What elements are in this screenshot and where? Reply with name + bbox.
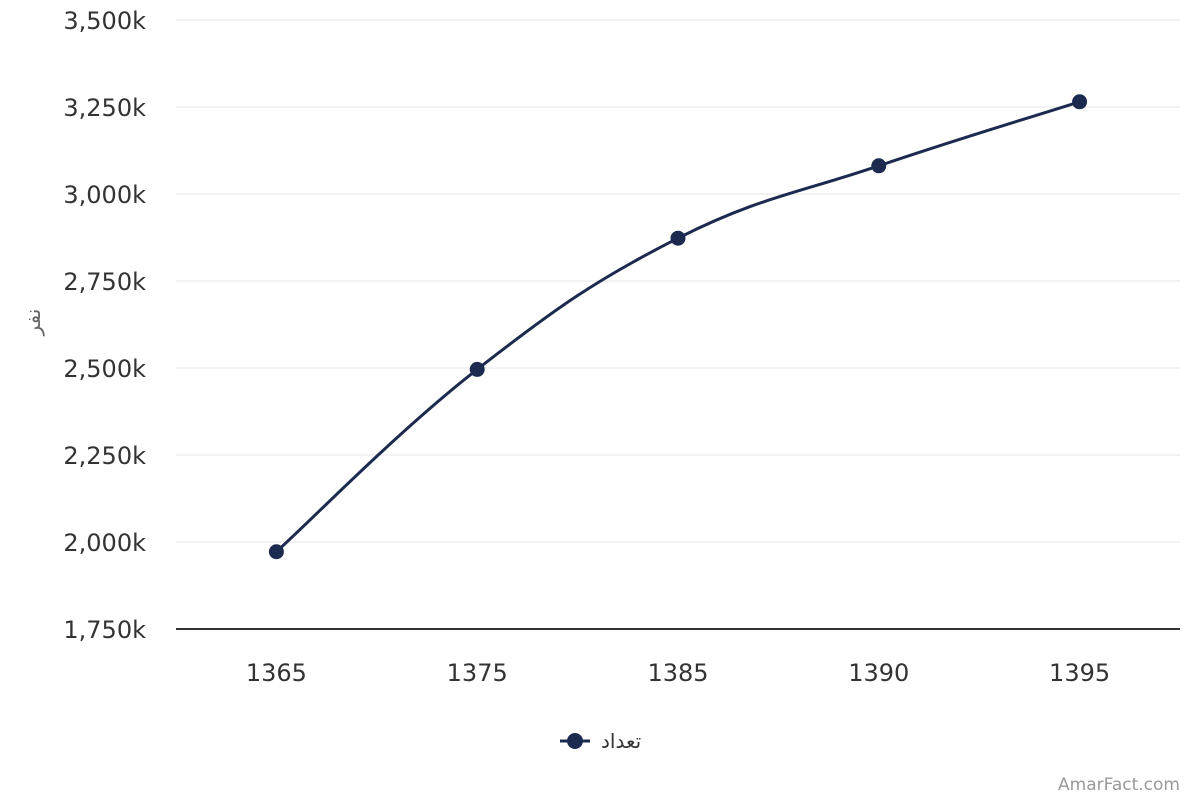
y-tick-label: 1,750k xyxy=(63,616,146,644)
y-tick-label: 2,750k xyxy=(63,268,146,296)
y-tick-label: 2,250k xyxy=(63,442,146,470)
data-point[interactable] xyxy=(670,230,686,246)
x-tick-label: 1390 xyxy=(848,659,909,687)
grid-lines xyxy=(176,19,1180,543)
x-axis-ticks: 1365 1375 1385 1390 1395 xyxy=(246,659,1110,687)
data-points xyxy=(268,94,1088,560)
legend-label: تعداد xyxy=(601,729,641,753)
y-tick-label: 2,000k xyxy=(63,529,146,557)
legend-marker xyxy=(567,733,583,749)
y-tick-label: 3,500k xyxy=(63,7,146,35)
data-point[interactable] xyxy=(469,361,485,377)
legend[interactable]: تعداد xyxy=(560,729,641,753)
x-tick-label: 1385 xyxy=(647,659,708,687)
data-point[interactable] xyxy=(871,158,887,174)
y-axis-ticks: 1,750k 2,000k 2,250k 2,500k 2,750k 3,000k 3,25… xyxy=(63,7,146,644)
x-tick-label: 1375 xyxy=(447,659,508,687)
series-line xyxy=(275,100,1081,553)
x-tick-label: 1395 xyxy=(1049,659,1110,687)
credit-text[interactable]: AmarFact.com xyxy=(1058,775,1180,795)
y-tick-label: 3,250k xyxy=(63,94,146,122)
y-tick-label: 3,000k xyxy=(63,181,146,209)
y-axis-label: نفر xyxy=(21,309,45,337)
x-tick-label: 1365 xyxy=(246,659,307,687)
data-point[interactable] xyxy=(1072,94,1088,110)
data-point[interactable] xyxy=(268,544,284,560)
y-tick-label: 2,500k xyxy=(63,355,146,383)
